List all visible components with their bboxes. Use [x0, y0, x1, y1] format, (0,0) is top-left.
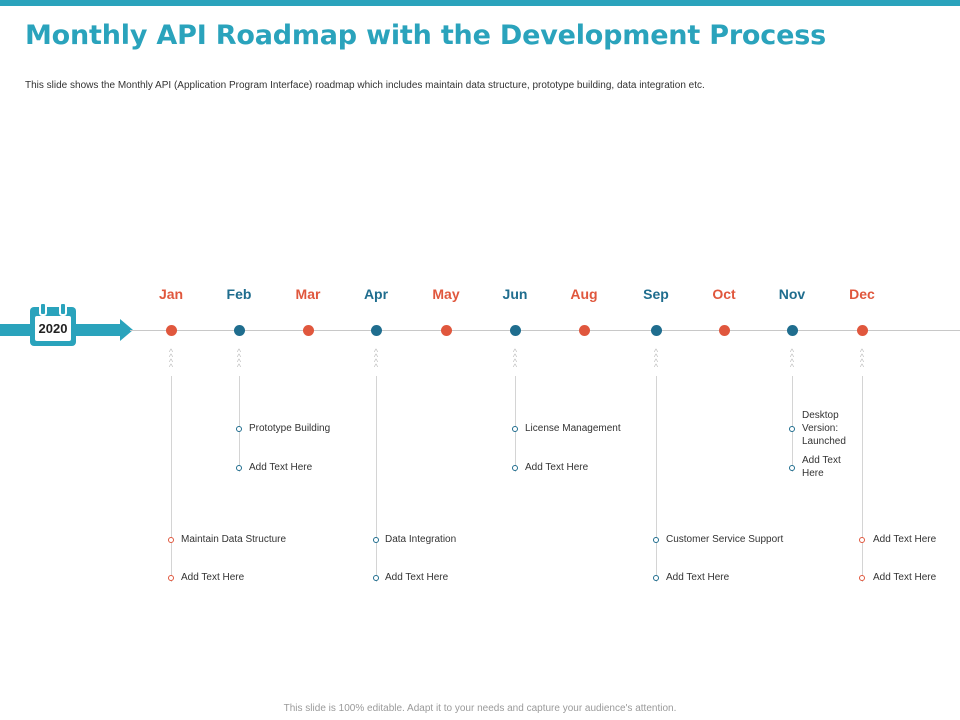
timeline-arrow-shaft [74, 324, 122, 336]
timeline-arrow-head [120, 319, 133, 341]
calendar-icon: 2020 [30, 302, 76, 346]
milestone-marker [653, 575, 659, 581]
timeline-dot-dec [856, 325, 868, 336]
milestone-connector-nov [791, 376, 793, 472]
timeline-dot-may [440, 325, 452, 336]
month-label-aug: Aug [570, 286, 598, 302]
milestone-marker [859, 537, 865, 543]
month-label-may: May [432, 286, 460, 302]
timeline-dot-sep [650, 325, 662, 336]
milestone-label-apr-2: Add Text Here [385, 572, 449, 583]
timeline-dot-nov [786, 325, 798, 336]
milestone-label-sep-1: Customer Service Support [666, 534, 784, 545]
milestone-marker [789, 465, 795, 471]
timeline-arrow-tail [0, 324, 30, 336]
month-label-jun: Jun [502, 286, 528, 302]
milestone-label-dec-2: Add Text Here [873, 572, 937, 583]
month-label-mar: Mar [295, 286, 321, 302]
month-label-apr: Apr [363, 286, 389, 302]
chevron-up-icon: ^ ^ ^ ^ [373, 347, 379, 372]
milestone-label-dec-1: Add Text Here [873, 534, 937, 545]
timeline-dot-feb [233, 325, 245, 336]
milestone-label-jan-2: Add Text Here [181, 572, 245, 583]
calendar-ring [59, 302, 67, 316]
chevron-up-icon: ^ ^ ^ ^ [236, 347, 242, 372]
timeline-dot-jun [509, 325, 521, 336]
month-label-jan: Jan [158, 286, 184, 302]
page-subtitle: This slide shows the Monthly API (Applic… [25, 80, 705, 91]
milestone-label-nov-2: Add Text Here [802, 455, 841, 479]
timeline-dot-oct [718, 325, 730, 336]
month-label-nov: Nov [778, 286, 806, 302]
timeline-dot-jan [165, 325, 177, 336]
footer-note: This slide is 100% editable. Adapt it to… [283, 703, 677, 714]
chevron-up-icon: ^ ^ ^ ^ [653, 347, 659, 372]
page-title: Monthly API Roadmap with the Development… [25, 20, 826, 51]
milestone-marker [236, 465, 242, 471]
milestone-marker [236, 426, 242, 432]
milestone-marker [653, 537, 659, 543]
milestone-label-nov-1: Desktop Version: Launched [802, 410, 846, 447]
chevron-up-icon: ^ ^ ^ ^ [789, 347, 795, 372]
chevron-up-icon: ^ ^ ^ ^ [512, 347, 518, 372]
milestone-marker [512, 465, 518, 471]
milestone-connector-jan [170, 376, 172, 582]
timeline-axis [130, 330, 960, 331]
month-label-feb: Feb [226, 286, 252, 302]
timeline-dot-mar [302, 325, 314, 336]
milestone-connector-sep [655, 376, 657, 582]
timeline-dot-apr [370, 325, 382, 336]
milestone-connector-apr [375, 376, 377, 582]
milestone-label-jun-1: License Management [525, 423, 621, 434]
milestone-marker [373, 537, 379, 543]
milestone-marker [373, 575, 379, 581]
calendar-ring [39, 302, 47, 316]
month-label-dec: Dec [849, 286, 875, 302]
timeline-dot-aug [578, 325, 590, 336]
milestone-marker [789, 426, 795, 432]
milestone-label-sep-2: Add Text Here [666, 572, 730, 583]
milestone-marker [168, 537, 174, 543]
top-accent-bar [0, 0, 960, 6]
month-label-oct: Oct [712, 286, 736, 302]
milestone-marker [859, 575, 865, 581]
milestone-marker [512, 426, 518, 432]
milestone-label-apr-1: Data Integration [385, 534, 457, 545]
milestone-marker [168, 575, 174, 581]
milestone-connector-feb [238, 376, 240, 472]
month-label-sep: Sep [643, 286, 669, 302]
milestone-label-feb-2: Add Text Here [249, 462, 313, 473]
milestone-label-jun-2: Add Text Here [525, 462, 589, 473]
milestone-label-jan-1: Maintain Data Structure [181, 534, 287, 545]
year-label: 2020 [35, 316, 71, 341]
milestone-connector-dec [861, 376, 863, 582]
milestone-label-feb-1: Prototype Building [249, 423, 331, 434]
chevron-up-icon: ^ ^ ^ ^ [859, 347, 865, 372]
milestone-connector-jun [514, 376, 516, 472]
chevron-up-icon: ^ ^ ^ ^ [168, 347, 174, 372]
